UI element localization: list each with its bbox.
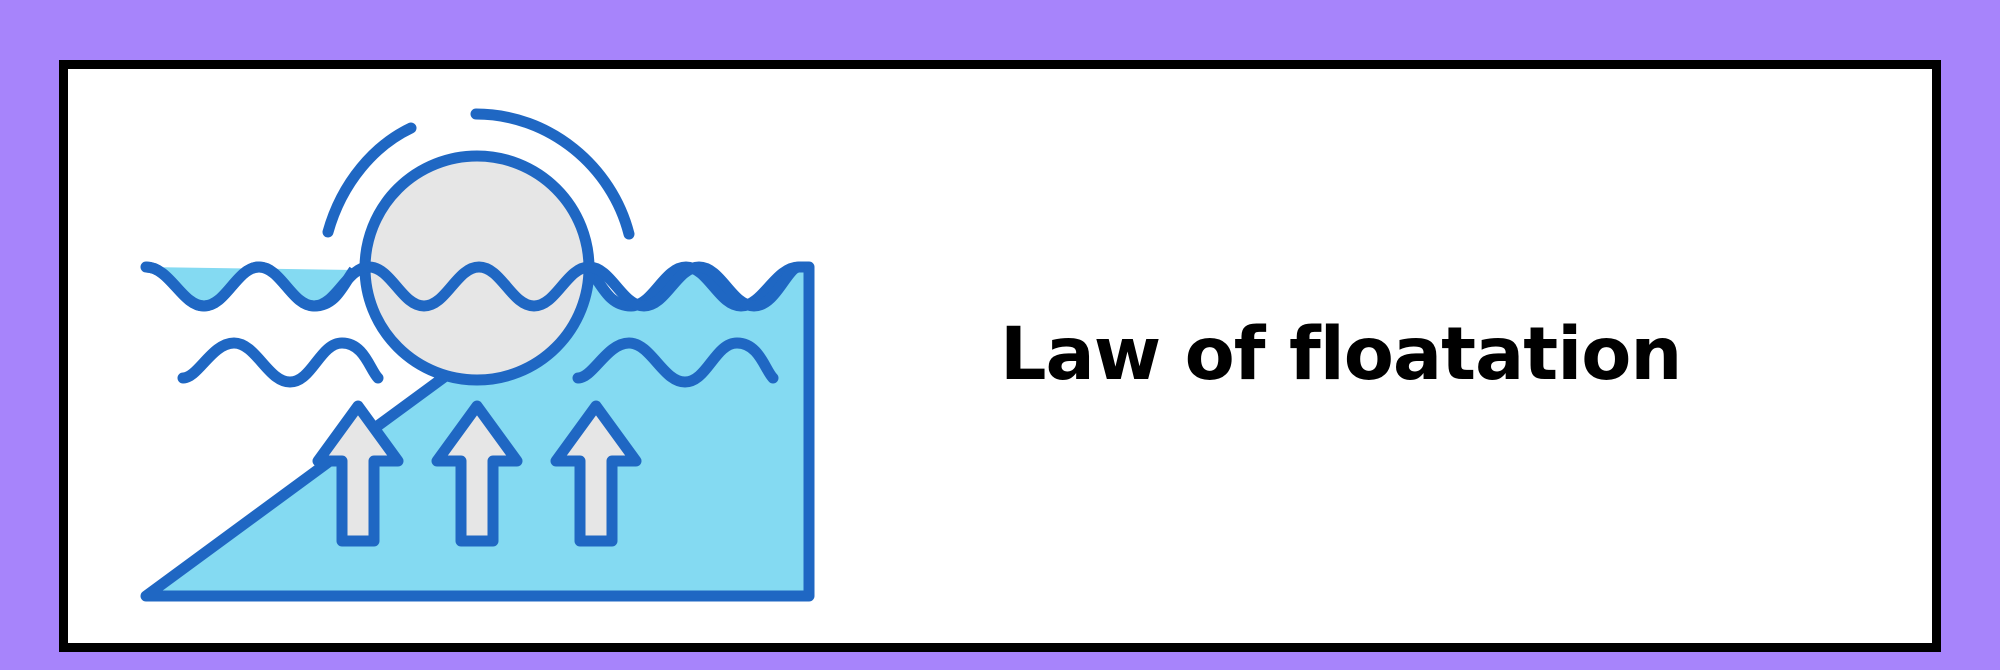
buoyancy-arrows: [312, 400, 642, 547]
page-title: Law of floatation: [1000, 312, 1682, 397]
wave-icon: [572, 337, 779, 388]
up-arrow-icon: [550, 400, 642, 547]
arc-icon: [322, 122, 417, 238]
up-arrow-icon: [312, 400, 404, 547]
up-arrow-icon: [431, 400, 523, 547]
wave-icon: [177, 337, 384, 388]
surface-wave-icon: [140, 261, 805, 312]
arc-icon: [470, 108, 635, 240]
